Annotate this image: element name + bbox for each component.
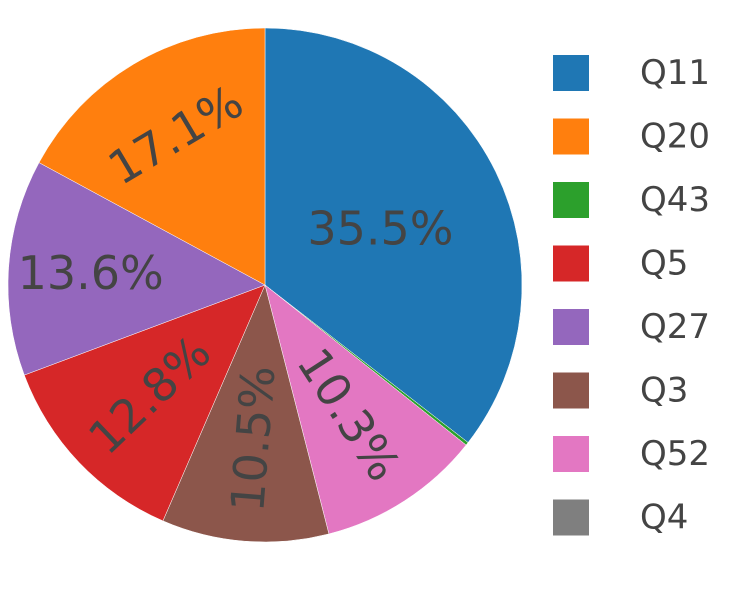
- legend-swatch: [553, 499, 589, 536]
- slice-label: 13.6%: [18, 246, 164, 300]
- slice-label: 35.5%: [307, 201, 453, 255]
- pie-slice: [23, 284, 266, 522]
- legend-swatch: [553, 436, 589, 472]
- pie-slice: [264, 27, 523, 443]
- legend-label: Q5: [640, 244, 688, 284]
- legend-label: Q4: [640, 498, 688, 538]
- legend-swatch: [553, 118, 589, 155]
- legend-label: Q20: [640, 117, 710, 157]
- legend-swatch: [553, 309, 589, 345]
- pie-slice: [38, 27, 266, 286]
- legend-swatch: [553, 182, 589, 218]
- legend-label: Q3: [640, 371, 688, 411]
- pie-slice: [7, 162, 266, 376]
- pie-slice: [162, 284, 330, 543]
- legend-label: Q11: [640, 53, 710, 93]
- slice-label: 10.5%: [220, 364, 285, 514]
- legend-swatch: [553, 372, 589, 409]
- legend-swatch: [553, 245, 589, 282]
- legend-label: Q27: [640, 307, 710, 347]
- legend-label: Q52: [640, 434, 710, 474]
- legend-swatch: [553, 55, 589, 91]
- legend-label: Q43: [640, 180, 710, 220]
- pie-slice: [264, 284, 467, 535]
